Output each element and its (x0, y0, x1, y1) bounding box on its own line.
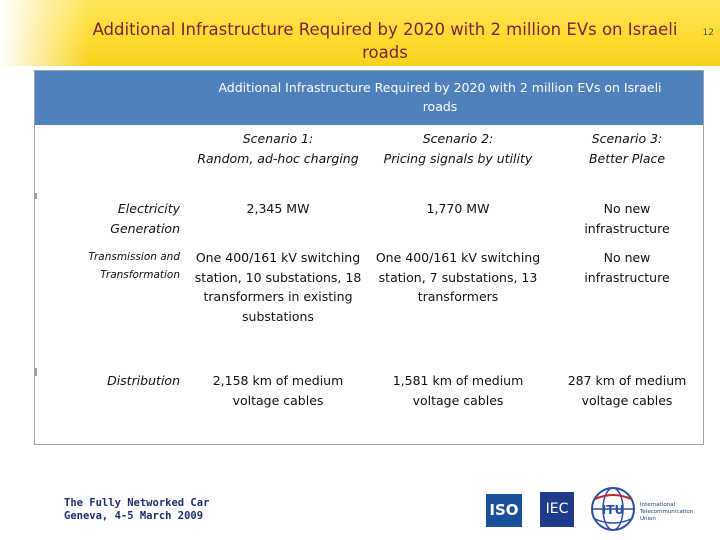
slide-title-line1: Additional Infrastructure Required by 20… (92, 20, 678, 39)
column-header-scenario-3: Scenario 3: Better Place (545, 129, 709, 168)
column-header-line2: Better Place (588, 150, 666, 166)
itu-text-line: Union (640, 516, 656, 522)
row-label-distribution: Distribution (45, 371, 180, 391)
column-header-scenario-2: Scenario 2: Pricing signals by utility (365, 129, 551, 168)
footer-event: The Fully Networked Car Geneva, 4-5 Marc… (64, 497, 209, 523)
column-header-line2: Pricing signals by utility (383, 150, 533, 166)
table-cell: No new infrastructure (545, 199, 709, 238)
table-cell: 287 km of medium voltage cables (545, 371, 709, 410)
table-cell-line: 2,158 km of medium (212, 373, 344, 388)
table-header-line1: Additional Infrastructure Required by 20… (218, 80, 662, 95)
table-header: Additional Infrastructure Required by 20… (35, 71, 703, 125)
table-cell: 2,345 MW (185, 199, 371, 219)
footer-line2: Geneva, 4-5 March 2009 (64, 510, 204, 522)
table-cell: 1,770 MW (365, 199, 551, 219)
itu-text-line: International (640, 502, 676, 508)
row-label-electricity-generation: Electricity Generation (45, 199, 180, 238)
row-label-transmission-transformation: Transmission and Transformation (33, 248, 180, 284)
column-header-line2: Random, ad-hoc charging (197, 150, 359, 166)
table-cell: One 400/161 kV switching station, 7 subs… (365, 248, 551, 307)
column-header-line1: Scenario 1: (242, 131, 314, 146)
table-cell-line: No new (603, 250, 651, 265)
slide-title-line2: roads (362, 43, 408, 62)
table-cell-line: station, 7 substations, 13 (378, 269, 538, 285)
table-cell: One 400/161 kV switching station, 10 sub… (185, 248, 371, 326)
column-header-line1: Scenario 3: (591, 131, 663, 146)
row-label-line1: Transmission and (88, 251, 180, 263)
table-cell: 2,158 km of medium voltage cables (185, 371, 371, 410)
table-header-line2: roads (422, 99, 458, 114)
table-cell-line: voltage cables (581, 392, 673, 408)
table-header-text: Additional Infrastructure Required by 20… (195, 78, 685, 116)
table-cell: 1,581 km of medium voltage cables (365, 371, 551, 410)
row-label-line2: Transformation (100, 269, 180, 281)
iec-logo: IEC (540, 492, 574, 527)
footer-line1: The Fully Networked Car (64, 497, 210, 509)
row-label-line2: Generation (110, 220, 180, 236)
row-label-line1: Distribution (107, 373, 180, 388)
table-cell-line: infrastructure (584, 269, 670, 285)
row-label-line1: Electricity (117, 201, 180, 216)
table-cell-line: transformers in existing (203, 289, 353, 304)
table-cell-line: voltage cables (412, 392, 504, 408)
column-header-scenario-1: Scenario 1: Random, ad-hoc charging (185, 129, 371, 168)
infrastructure-table: Additional Infrastructure Required by 20… (34, 70, 704, 445)
itu-globe-icon: ITU (591, 487, 635, 531)
table-cell-line: 1,770 MW (426, 201, 490, 216)
header-fade (0, 0, 90, 66)
table-cell-line: One 400/161 kV switching (375, 250, 541, 265)
table-cell-line: transformers (417, 289, 499, 304)
header-band (0, 0, 720, 66)
table-cell-line: voltage cables (232, 392, 324, 408)
svg-text:ITU: ITU (602, 503, 624, 517)
slide-title: Additional Infrastructure Required by 20… (80, 18, 690, 64)
itu-logo-text: International Telecommunication Union (640, 502, 710, 523)
page-number: 12 (702, 28, 714, 38)
table-cell-line: station, 10 substations, 18 (194, 269, 362, 285)
table-cell-line: One 400/161 kV switching (195, 250, 361, 265)
table-cell-line: 1,581 km of medium (392, 373, 524, 388)
table-cell-line: infrastructure (584, 220, 670, 236)
table-cell-line: 2,345 MW (246, 201, 310, 216)
column-header-line1: Scenario 2: (422, 131, 494, 146)
table-cell-line: 287 km of medium (567, 373, 687, 388)
iso-logo: ISO (486, 494, 522, 527)
row-separator (35, 368, 37, 376)
row-separator (35, 193, 37, 199)
itu-text-line: Telecommunication (640, 509, 694, 515)
table-cell-line: No new (603, 201, 651, 216)
table-cell-line: substations (242, 308, 314, 324)
table-cell: No new infrastructure (545, 248, 709, 287)
